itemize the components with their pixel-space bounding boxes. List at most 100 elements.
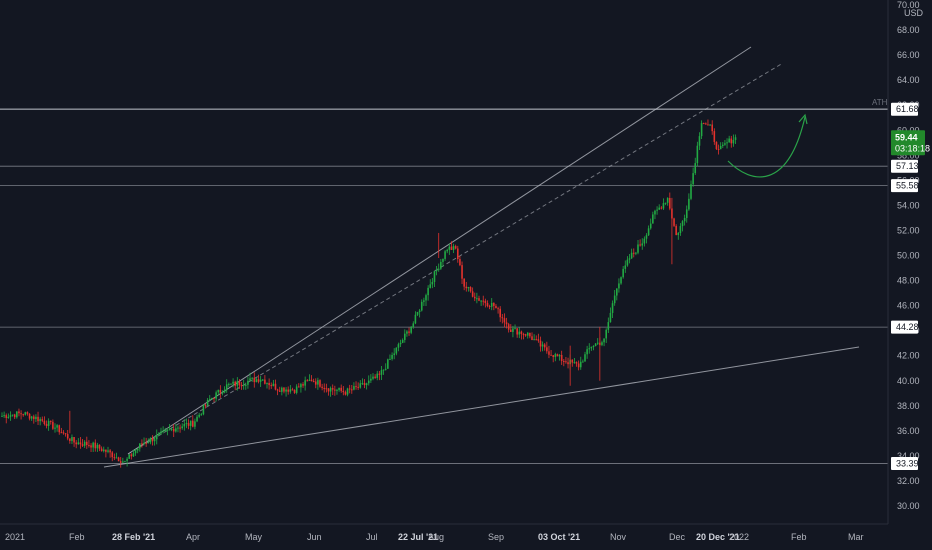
candle-body bbox=[18, 411, 20, 414]
candle bbox=[105, 449, 107, 458]
candle bbox=[228, 382, 230, 388]
candle-body bbox=[172, 428, 175, 432]
candle-body bbox=[96, 444, 99, 449]
lower-trendline[interactable] bbox=[103, 346, 860, 468]
candle bbox=[601, 340, 603, 347]
candle-body bbox=[423, 300, 425, 302]
candle-body bbox=[100, 448, 103, 452]
candle bbox=[71, 434, 73, 445]
candle bbox=[168, 424, 171, 431]
candle-body bbox=[696, 145, 699, 164]
candle bbox=[579, 356, 582, 370]
candle bbox=[493, 302, 495, 311]
candle-body bbox=[399, 342, 402, 345]
candle-body bbox=[143, 442, 145, 444]
x-label-highlighted: 28 Feb '21 bbox=[112, 532, 155, 542]
candle bbox=[389, 354, 391, 360]
candle bbox=[181, 423, 183, 430]
candle-body bbox=[503, 318, 506, 323]
candle-body bbox=[160, 431, 162, 434]
candle-body bbox=[177, 427, 179, 429]
candle-body bbox=[469, 287, 472, 292]
projection-curve[interactable] bbox=[727, 116, 806, 178]
candle bbox=[189, 420, 192, 431]
candle bbox=[387, 358, 389, 369]
x-tick-label: Sep bbox=[488, 532, 504, 542]
candle-body bbox=[478, 298, 480, 301]
candle-body bbox=[300, 384, 302, 388]
candle bbox=[596, 338, 599, 345]
y-tick-label: 48.00 bbox=[897, 276, 920, 286]
candle-body bbox=[607, 322, 610, 330]
candle bbox=[353, 382, 355, 391]
candle-body bbox=[526, 332, 529, 336]
candle bbox=[202, 404, 205, 416]
candle bbox=[404, 329, 406, 343]
candle bbox=[172, 424, 175, 438]
candle-body bbox=[700, 123, 703, 137]
y-tick-label: 64.00 bbox=[897, 75, 920, 85]
candle bbox=[522, 332, 525, 340]
candle-body bbox=[39, 419, 41, 422]
candle bbox=[139, 443, 141, 452]
candle bbox=[499, 306, 501, 322]
candle bbox=[88, 440, 90, 448]
candle bbox=[115, 452, 118, 459]
time-axis[interactable]: 2021 Feb 28 Feb '21 Apr May Jun Jul 22 Jul '21A… bbox=[5, 532, 864, 542]
upper-trendline[interactable] bbox=[127, 46, 752, 455]
candle bbox=[355, 381, 357, 390]
candle-body bbox=[707, 124, 709, 126]
candle bbox=[688, 193, 690, 211]
candle-body bbox=[223, 389, 226, 393]
candle-body bbox=[115, 457, 118, 459]
candle-body bbox=[694, 163, 697, 174]
candle-body bbox=[208, 398, 211, 400]
candle-body bbox=[128, 454, 130, 459]
candle-body bbox=[192, 420, 194, 427]
x-label-highlighted: 22 Jul '21 bbox=[398, 532, 438, 542]
candle bbox=[514, 324, 516, 330]
candle bbox=[556, 353, 559, 357]
candle bbox=[278, 386, 281, 392]
candle-body bbox=[64, 433, 67, 435]
candle-body bbox=[147, 442, 150, 444]
candle bbox=[329, 386, 332, 397]
candle-body bbox=[11, 414, 14, 416]
candle-body bbox=[298, 386, 300, 388]
price-axis[interactable]: 30.0032.0034.0036.0038.0040.0042.0044.00… bbox=[887, 0, 932, 550]
candle bbox=[546, 341, 548, 354]
candle bbox=[529, 332, 531, 339]
candle bbox=[690, 180, 692, 201]
candle-body bbox=[476, 298, 478, 300]
candle-body bbox=[217, 389, 220, 393]
candle-body bbox=[575, 362, 578, 364]
x-tick-label: May bbox=[245, 532, 263, 542]
candle bbox=[7, 413, 10, 419]
candle-body bbox=[86, 441, 88, 446]
candle-body bbox=[459, 259, 461, 266]
candle bbox=[141, 439, 143, 448]
candle-body bbox=[579, 361, 582, 368]
candle bbox=[662, 198, 665, 211]
candle bbox=[437, 263, 440, 272]
candle bbox=[122, 457, 124, 463]
candle bbox=[374, 374, 376, 379]
x-tick-label: Dec bbox=[669, 532, 686, 542]
candle-body bbox=[493, 302, 495, 306]
candle-body bbox=[467, 287, 470, 289]
candle bbox=[575, 361, 578, 367]
candle-body bbox=[255, 379, 258, 383]
candle-body bbox=[613, 295, 616, 304]
candle bbox=[501, 314, 504, 324]
candle-body bbox=[635, 252, 637, 254]
candle-body bbox=[586, 349, 588, 355]
candle bbox=[512, 325, 514, 338]
candle bbox=[380, 366, 383, 381]
candle bbox=[109, 449, 111, 458]
candle-body bbox=[187, 423, 190, 426]
candle bbox=[607, 317, 610, 333]
candle bbox=[77, 438, 80, 445]
candle-body bbox=[291, 389, 294, 391]
